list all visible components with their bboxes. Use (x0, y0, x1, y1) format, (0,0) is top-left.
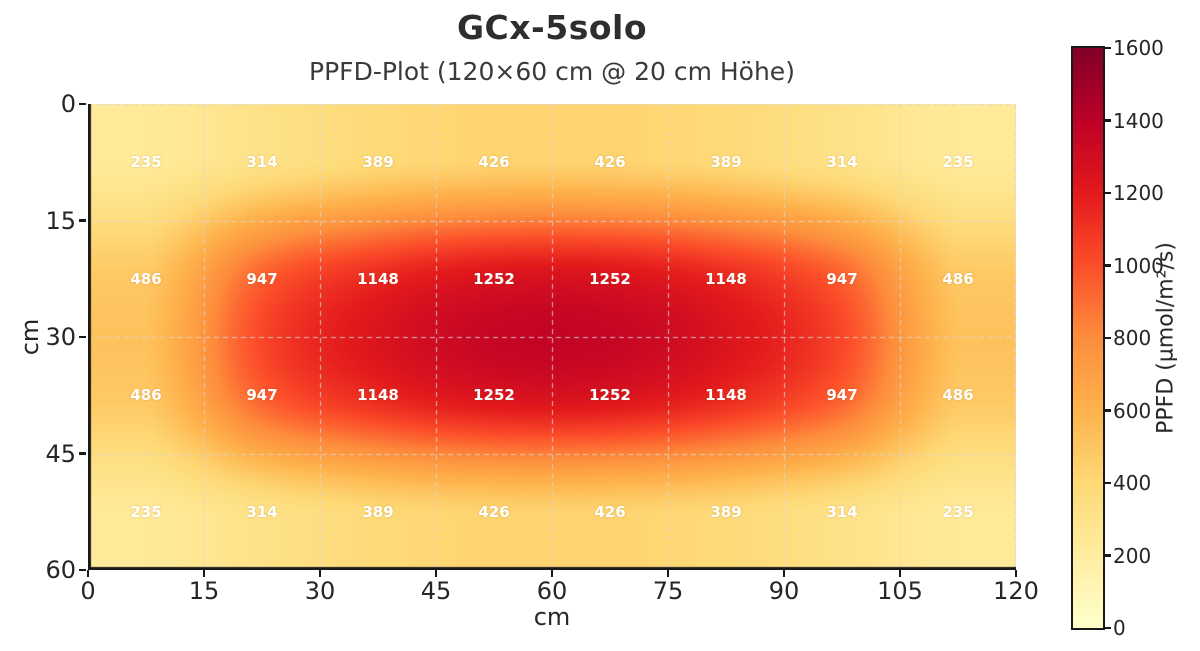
x-tick-label: 0 (80, 577, 96, 605)
x-tick-mark (86, 570, 90, 577)
y-tick-label: 45 (45, 439, 76, 468)
y-tick-label: 0 (60, 90, 76, 118)
cell-value: 1252 (589, 386, 631, 405)
x-tick-label: 75 (652, 577, 684, 605)
y-tick-label: 30 (45, 323, 76, 351)
x-tick-label: 45 (420, 577, 452, 605)
cell-value: 947 (246, 386, 278, 405)
cell-value: 235 (942, 153, 974, 172)
y-axis-label: cm (16, 318, 44, 356)
colorbar-tick-label: 1200 (1113, 181, 1164, 205)
cell-value: 389 (710, 502, 742, 521)
x-tick-mark (782, 570, 786, 577)
colorbar (1071, 46, 1105, 630)
colorbar-tick-mark (1105, 481, 1111, 485)
x-tick-label: 15 (188, 577, 220, 605)
colorbar-tick-label: 600 (1113, 398, 1152, 423)
colorbar-gradient (1073, 48, 1103, 628)
cell-value: 426 (478, 502, 510, 521)
x-tick-label: 120 (993, 577, 1039, 605)
x-tick-mark (666, 570, 670, 577)
colorbar-tick-label: 800 (1113, 326, 1152, 350)
colorbar-tick-mark (1105, 554, 1111, 557)
chart-subtitle: PPFD-Plot (120×60 cm @ 20 cm Höhe) (309, 57, 795, 86)
cell-value: 1252 (473, 386, 515, 405)
cell-value: 486 (130, 386, 162, 405)
cell-value: 486 (942, 269, 974, 288)
x-tick-mark (550, 570, 554, 577)
cell-value: 314 (246, 153, 278, 172)
colorbar-tick-mark (1105, 191, 1111, 195)
cell-value: 314 (826, 502, 858, 521)
colorbar-tick-label: 200 (1113, 543, 1152, 568)
x-tick-mark (202, 570, 206, 577)
cell-value: 314 (826, 153, 858, 172)
y-tick-label: 60 (45, 556, 76, 584)
x-tick-label: 60 (536, 577, 568, 605)
colorbar-tick-mark (1105, 409, 1111, 412)
cell-value: 486 (130, 269, 162, 288)
x-tick-mark (1014, 570, 1018, 577)
y-tick-label: 15 (45, 206, 76, 235)
heatmap-plot-area: 235 314 389 426 426 389 314 235 486 947 1148 1252 12… (88, 104, 1016, 570)
x-tick-mark (318, 570, 322, 577)
colorbar-tick-label: 1000 (1113, 253, 1164, 278)
cell-value: 486 (942, 386, 974, 405)
y-tick-mark (79, 219, 86, 222)
cell-value: 314 (246, 502, 278, 521)
heatmap-canvas (88, 104, 1016, 570)
y-tick-mark (79, 102, 86, 106)
cell-value: 947 (246, 269, 278, 288)
colorbar-label: PPFD (µmol/m²/s) (1153, 242, 1179, 434)
cell-value: 1148 (357, 386, 399, 405)
colorbar-tick-mark (1105, 119, 1111, 122)
y-tick-mark (79, 452, 86, 455)
y-tick-mark (79, 335, 86, 339)
cell-value: 389 (362, 153, 394, 172)
chart-title: GCx-5solo (456, 8, 648, 47)
cell-value: 947 (826, 386, 858, 405)
colorbar-tick-mark (1105, 336, 1111, 340)
colorbar-tick-label: 400 (1113, 471, 1152, 495)
colorbar-tick-label: 1600 (1113, 36, 1164, 60)
colorbar-tick-label: 0 (1113, 616, 1126, 640)
cell-value: 426 (594, 502, 626, 521)
cell-value: 426 (478, 153, 510, 172)
y-tick-mark (79, 568, 86, 572)
cell-value: 1252 (589, 269, 631, 288)
cell-value: 1252 (473, 269, 515, 288)
colorbar-tick-mark (1105, 264, 1111, 267)
colorbar-tick-mark (1105, 46, 1111, 50)
x-tick-label: 30 (304, 577, 336, 605)
cell-value: 235 (942, 502, 974, 521)
cell-value: 389 (362, 502, 394, 521)
x-tick-mark (434, 570, 438, 577)
colorbar-tick-label: 1400 (1113, 108, 1164, 133)
cell-value: 235 (130, 502, 162, 521)
x-tick-label: 105 (877, 577, 923, 605)
cell-value: 389 (710, 153, 742, 172)
colorbar-tick-mark (1105, 626, 1111, 630)
cell-value: 235 (130, 153, 162, 172)
x-tick-mark (898, 570, 902, 577)
cell-value: 1148 (705, 269, 747, 288)
cell-value: 947 (826, 269, 858, 288)
x-tick-label: 90 (768, 577, 800, 605)
cell-value: 1148 (357, 269, 399, 288)
cell-value: 426 (594, 153, 626, 172)
cell-value: 1148 (705, 386, 747, 405)
x-axis-label: cm (533, 603, 571, 631)
